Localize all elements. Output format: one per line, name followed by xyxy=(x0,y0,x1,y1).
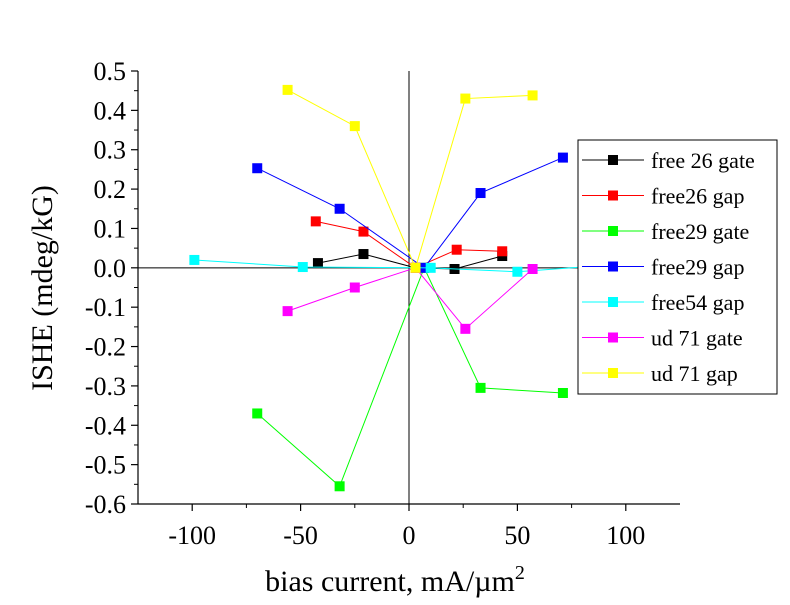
data-point xyxy=(460,93,471,104)
data-point xyxy=(252,163,263,174)
y-tick-label: -0.2 xyxy=(85,333,126,362)
legend-entry: free26 gap xyxy=(582,184,744,209)
legend-marker xyxy=(608,155,618,165)
y-axis-title: ISHE (mdeg/kG) xyxy=(26,185,59,391)
y-tick-label: 0.3 xyxy=(94,136,127,165)
data-point xyxy=(512,266,523,277)
legend-marker xyxy=(608,190,618,201)
data-point xyxy=(475,188,486,199)
y-tick-label: -0.5 xyxy=(85,451,126,480)
data-point xyxy=(460,323,471,334)
legend-entry: ud 71 gate xyxy=(582,326,743,351)
legend-marker xyxy=(608,297,618,307)
legend-label: free26 gap xyxy=(651,184,744,209)
legend-entry: free 26 gate xyxy=(582,148,755,173)
data-point xyxy=(349,282,360,293)
series-line xyxy=(256,266,563,488)
data-point xyxy=(451,244,462,255)
legend-marker xyxy=(608,368,618,378)
axes: 0.5 0.4 0.3 0.2 0.1 0.0 -0.1 -0.2 -0.3 -0.4 -0.5 -0… xyxy=(85,57,680,550)
x-axis-title-main: bias current, mA/µm xyxy=(265,565,515,598)
y-tick-label: 0.5 xyxy=(94,57,127,86)
data-point xyxy=(527,90,538,101)
y-tick-label: 0.2 xyxy=(94,175,127,204)
legend-label: free 26 gate xyxy=(651,148,755,173)
data-point xyxy=(334,203,345,214)
x-tick-label: -50 xyxy=(283,521,318,550)
data-point xyxy=(527,263,538,274)
legend-entry: free29 gate xyxy=(582,219,749,244)
x-tick-label: 0 xyxy=(403,521,416,550)
data-point xyxy=(189,254,200,265)
series-ud-71-gate xyxy=(282,262,538,334)
data-point xyxy=(358,226,369,237)
legend-marker xyxy=(608,261,618,272)
series-free29-gate xyxy=(252,262,568,492)
data-point xyxy=(425,262,436,273)
x-axis-title: bias current, mA/µm2 xyxy=(265,562,525,598)
data-point xyxy=(297,262,308,273)
series-layer xyxy=(189,84,631,492)
legend-marker xyxy=(608,332,618,343)
data-point xyxy=(358,249,369,260)
y-tick-label: -0.6 xyxy=(85,490,126,519)
legend-label: free29 gap xyxy=(651,255,744,280)
legend: free 26 gate free26 gap free29 gate free29 … xyxy=(577,139,778,395)
series-line xyxy=(287,89,533,270)
legend-label: free54 gap xyxy=(651,290,744,315)
legend-label: free29 gate xyxy=(651,219,749,244)
legend-label: ud 71 gate xyxy=(651,326,743,351)
data-point xyxy=(557,152,568,163)
y-tick-label: 0.1 xyxy=(94,214,127,243)
data-point xyxy=(252,408,263,419)
data-point xyxy=(410,262,421,273)
data-point xyxy=(310,216,321,227)
legend-entry: free29 gap xyxy=(582,255,744,280)
y-tick-label: 0.4 xyxy=(94,96,127,125)
data-point xyxy=(334,481,345,492)
x-tick-label: 100 xyxy=(606,521,645,550)
data-point xyxy=(475,382,486,393)
legend-label: ud 71 gap xyxy=(651,361,738,386)
series-line xyxy=(287,267,533,330)
data-point xyxy=(557,387,568,398)
series-line xyxy=(257,157,564,269)
legend-entry: ud 71 gap xyxy=(582,361,738,386)
x-tick-label: 50 xyxy=(504,521,530,550)
series-ud-71-gap xyxy=(282,84,538,273)
y-tick-label: 0.0 xyxy=(94,254,127,283)
legend-marker xyxy=(608,226,618,236)
y-tick-label: -0.4 xyxy=(85,411,126,440)
data-point xyxy=(349,121,360,132)
data-point xyxy=(282,84,293,95)
x-tick-label: -100 xyxy=(168,521,216,550)
x-axis-title-superscript: 2 xyxy=(515,562,525,584)
legend-entry: free54 gap xyxy=(582,290,744,315)
data-point xyxy=(497,246,508,257)
y-tick-label: -0.3 xyxy=(85,372,126,401)
data-point xyxy=(282,306,293,317)
y-tick-label: -0.1 xyxy=(85,293,126,322)
data-point xyxy=(312,258,323,269)
